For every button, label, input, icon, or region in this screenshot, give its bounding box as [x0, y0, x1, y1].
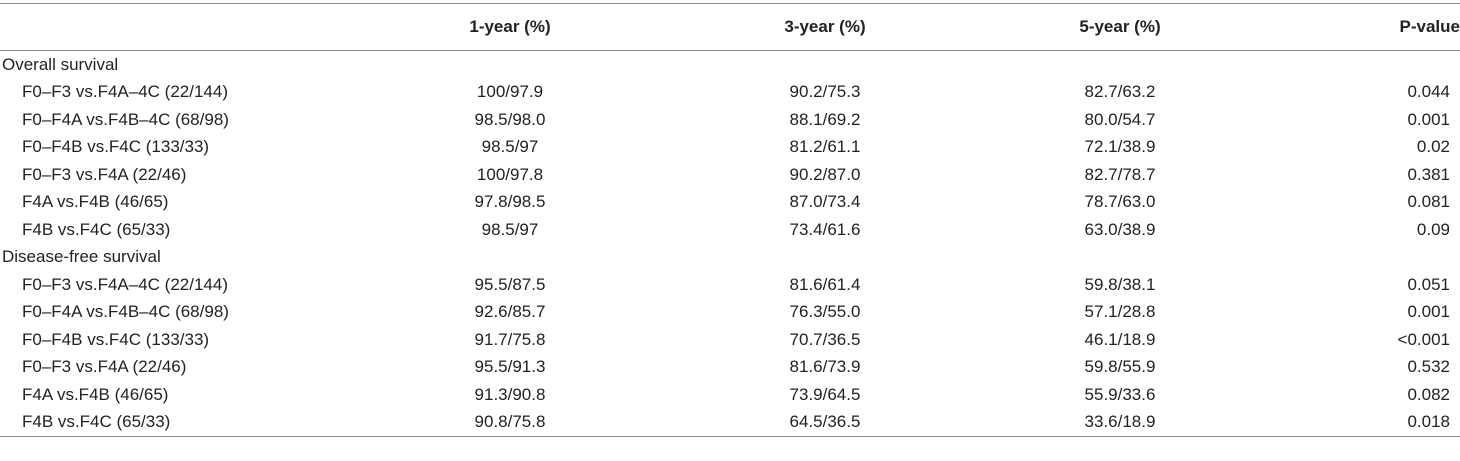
row-label: F4B vs.F4C (65/33)	[22, 219, 171, 239]
cell: 95.5/91.3	[474, 357, 546, 377]
data-row: F4B vs.F4C (65/33) 90.8/75.8 64.5/36.5 33.6…	[0, 409, 1460, 437]
data-row: F0–F4A vs.F4B–4C (68/98) 98.5/98.0 88.1/69…	[0, 106, 1460, 134]
cell: 90.8/75.8	[474, 412, 546, 432]
cell: 76.3/55.0	[789, 302, 861, 322]
table-header: 1-year (%) 3-year (%) 5-year (%) P-value	[0, 3, 1460, 51]
cell: 82.7/63.2	[1084, 82, 1156, 102]
header-cell: P-value	[1399, 17, 1460, 36]
row-label: F0–F3 vs.F4A (22/46)	[22, 357, 187, 377]
cell: 90.2/75.3	[789, 82, 861, 102]
cell: 0.081	[1407, 192, 1450, 212]
cell: 0.044	[1407, 82, 1450, 102]
row-label: F0–F3 vs.F4A–4C (22/144)	[22, 82, 228, 102]
cell: 72.1/38.9	[1084, 137, 1156, 157]
header-cell: 3-year (%)	[784, 17, 866, 36]
cell: 63.0/38.9	[1084, 219, 1156, 239]
section-title: Overall survival	[2, 54, 119, 74]
cell: 81.6/61.4	[789, 274, 861, 294]
data-row: F4B vs.F4C (65/33) 98.5/97 73.4/61.6 63.0/3…	[0, 216, 1460, 244]
cell: 97.8/98.5	[474, 192, 546, 212]
cell: 90.2/87.0	[789, 164, 861, 184]
cell: 57.1/28.8	[1084, 302, 1156, 322]
header-cell	[0, 4, 380, 51]
row-label: F0–F4A vs.F4B–4C (68/98)	[22, 109, 229, 129]
cell: 0.02	[1416, 137, 1450, 157]
cell: 92.6/85.7	[474, 302, 546, 322]
cell: 80.0/54.7	[1084, 109, 1156, 129]
cell: 87.0/73.4	[789, 192, 861, 212]
row-label: F0–F3 vs.F4A–4C (22/144)	[22, 274, 228, 294]
cell: 0.001	[1407, 302, 1450, 322]
page: 1-year (%) 3-year (%) 5-year (%) P-value…	[0, 3, 1460, 461]
cell: 59.8/38.1	[1084, 274, 1156, 294]
cell: 0.001	[1407, 109, 1450, 129]
cell: 98.5/98.0	[474, 109, 546, 129]
section-row: Disease-free survival	[0, 244, 1460, 272]
row-label: F0–F4A vs.F4B–4C (68/98)	[22, 302, 229, 322]
row-label: F4B vs.F4C (65/33)	[22, 412, 171, 432]
row-label: F0–F4B vs.F4C (133/33)	[22, 329, 210, 349]
header-cell: 1-year (%)	[469, 17, 551, 36]
cell: 0.09	[1416, 219, 1450, 239]
cell: 98.5/97	[481, 219, 539, 239]
cell: 0.082	[1407, 384, 1450, 404]
section-row: Overall survival	[0, 51, 1460, 79]
header-cell: 5-year (%)	[1079, 17, 1161, 36]
cell: 78.7/63.0	[1084, 192, 1156, 212]
data-row: F0–F4B vs.F4C (133/33) 98.5/97 81.2/61.1 72…	[0, 134, 1460, 162]
data-row: F0–F3 vs.F4A (22/46) 95.5/91.3 81.6/73.9 59…	[0, 354, 1460, 382]
cell: 64.5/36.5	[789, 412, 861, 432]
data-row: F0–F3 vs.F4A–4C (22/144) 95.5/87.5 81.6/61…	[0, 271, 1460, 299]
row-label: F0–F3 vs.F4A (22/46)	[22, 164, 187, 184]
section-title: Disease-free survival	[2, 247, 161, 267]
cell: 0.381	[1407, 164, 1450, 184]
data-row: F0–F4B vs.F4C (133/33) 91.7/75.8 70.7/36.5…	[0, 326, 1460, 354]
row-label: F0–F4B vs.F4C (133/33)	[22, 137, 210, 157]
data-row: F0–F4A vs.F4B–4C (68/98) 92.6/85.7 76.3/55…	[0, 299, 1460, 327]
cell: <0.001	[1397, 329, 1450, 349]
row-label: F4A vs.F4B (46/65)	[22, 384, 169, 404]
cell: 98.5/97	[481, 137, 539, 157]
data-row: F4A vs.F4B (46/65) 97.8/98.5 87.0/73.4 78.7…	[0, 189, 1460, 217]
cell: 0.532	[1407, 357, 1450, 377]
data-row: F0–F3 vs.F4A–4C (22/144) 100/97.9 90.2/75.…	[0, 79, 1460, 107]
table-body: Overall survival F0–F3 vs.F4A–4C (22/144)…	[0, 51, 1460, 437]
cell: 91.3/90.8	[474, 384, 546, 404]
cell: 91.7/75.8	[474, 329, 546, 349]
cell: 95.5/87.5	[474, 274, 546, 294]
cell: 73.9/64.5	[789, 384, 861, 404]
cell: 73.4/61.6	[789, 219, 861, 239]
data-row: F0–F3 vs.F4A (22/46) 100/97.8 90.2/87.0 82.…	[0, 161, 1460, 189]
data-row: F4A vs.F4B (46/65) 91.3/90.8 73.9/64.5 55.9…	[0, 381, 1460, 409]
cell: 33.6/18.9	[1084, 412, 1156, 432]
cell: 81.6/73.9	[789, 357, 861, 377]
cell: 70.7/36.5	[789, 329, 861, 349]
cell: 0.051	[1407, 274, 1450, 294]
cell: 82.7/78.7	[1084, 164, 1156, 184]
cell: 81.2/61.1	[789, 137, 861, 157]
cell: 0.018	[1407, 412, 1450, 432]
cell: 59.8/55.9	[1084, 357, 1156, 377]
row-label: F4A vs.F4B (46/65)	[22, 192, 169, 212]
cell: 100/97.8	[476, 164, 544, 184]
cell: 88.1/69.2	[789, 109, 861, 129]
cell: 55.9/33.6	[1084, 384, 1156, 404]
cell: 100/97.9	[476, 82, 544, 102]
header-row: 1-year (%) 3-year (%) 5-year (%) P-value	[0, 3, 1460, 51]
cell: 46.1/18.9	[1084, 329, 1156, 349]
survival-table: 1-year (%) 3-year (%) 5-year (%) P-value…	[0, 3, 1460, 437]
